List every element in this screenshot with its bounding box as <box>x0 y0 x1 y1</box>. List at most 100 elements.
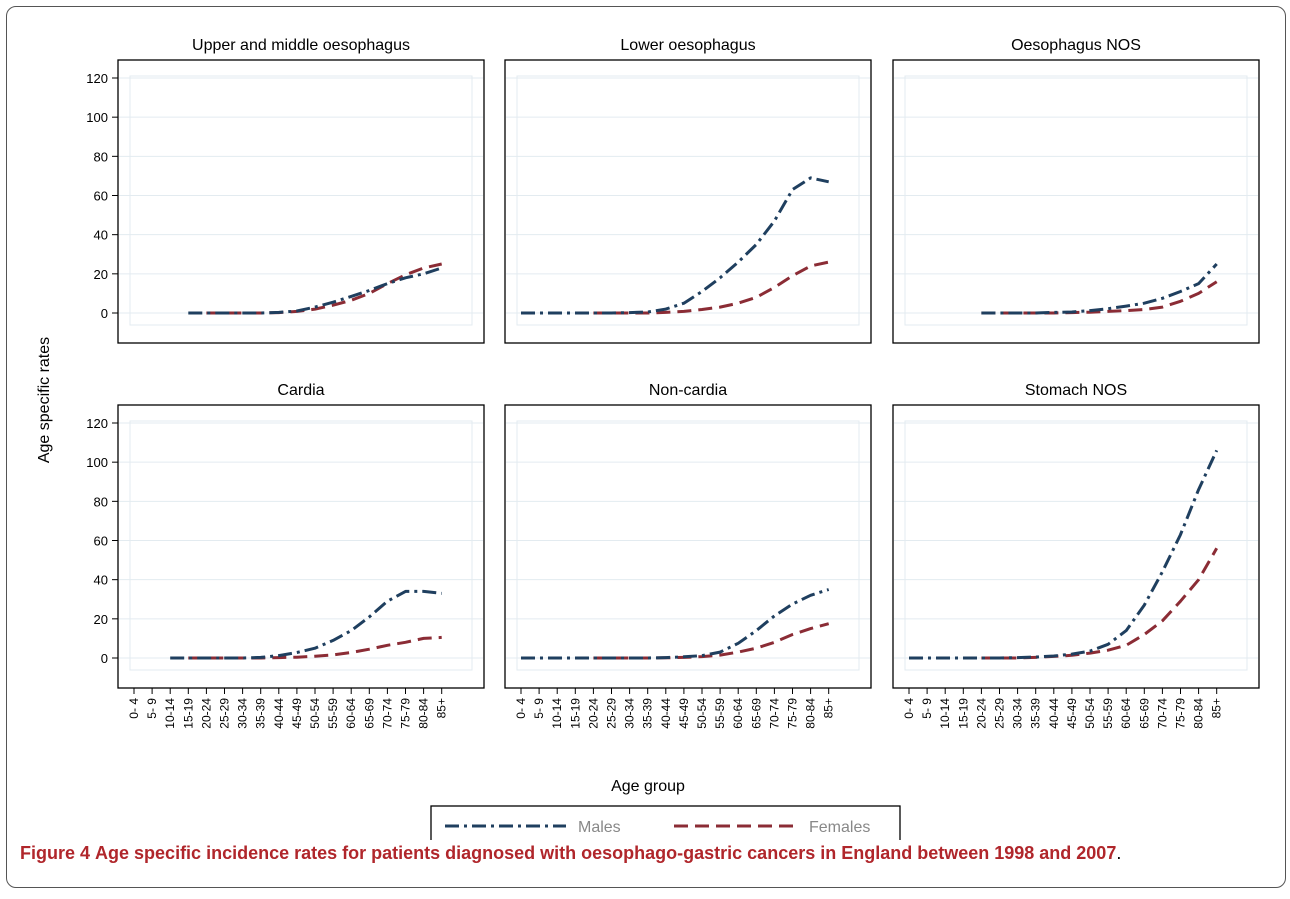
y-tick-label: 120 <box>86 71 108 86</box>
x-tick-label: 70-74 <box>767 698 781 729</box>
x-tick-label: 15-19 <box>956 698 970 729</box>
series-line-males <box>521 176 830 315</box>
panel-5: Stomach NOS 0- 4 5- 9 10-14 15-19 20-24 25-29 3… <box>892 382 1260 729</box>
panel-title: Upper and middle oesophagus <box>192 37 410 54</box>
x-tick-label: 30-34 <box>623 698 637 729</box>
x-tick-label: 20-24 <box>586 698 600 729</box>
panel-0: Upper and middle oesophagus 0 20 40 60 80 100 1… <box>86 37 485 344</box>
x-tick-label: 40-44 <box>272 698 286 729</box>
x-tick-label: 50-54 <box>1083 698 1097 729</box>
legend-label-females: Females <box>809 819 870 836</box>
x-tick-label: 80-84 <box>804 698 818 729</box>
x-tick-label: 10-14 <box>938 698 952 729</box>
series-line-females <box>981 547 1218 660</box>
x-tick-label: 80-84 <box>417 698 431 729</box>
x-tick-label: 0- 4 <box>127 698 141 719</box>
x-tick-label: 40-44 <box>659 698 673 729</box>
y-tick-label: 60 <box>94 189 108 204</box>
x-tick-label: 15-19 <box>181 698 195 729</box>
series-line-males <box>909 449 1219 660</box>
x-tick-label: 75-79 <box>399 698 413 729</box>
x-tick-label: 60-64 <box>1119 698 1133 729</box>
x-tick-label: 35-39 <box>641 698 655 729</box>
x-tick-label: 20-24 <box>199 698 213 729</box>
series-line-males <box>981 262 1218 315</box>
panel-frame <box>892 404 1260 689</box>
x-tick-label: 45-49 <box>1065 698 1079 729</box>
x-tick-label: 30-34 <box>1011 698 1025 729</box>
x-tick-label: 70-74 <box>1155 698 1169 729</box>
x-tick-label: 55-59 <box>326 698 340 729</box>
y-tick-label: 40 <box>94 228 108 243</box>
x-tick-label: 55-59 <box>713 698 727 729</box>
plot-region <box>904 75 1248 326</box>
x-tick-label: 85+ <box>1210 698 1224 718</box>
panel-1: Lower oesophagus <box>504 37 872 344</box>
y-tick-label: 120 <box>86 416 108 431</box>
y-tick-label: 80 <box>94 494 108 509</box>
plot-region <box>904 420 1248 671</box>
chart-figure: Upper and middle oesophagus 0 20 40 60 80 100 1… <box>36 37 1260 840</box>
panel-frame <box>117 404 485 689</box>
x-tick-label: 25-29 <box>218 698 232 729</box>
panel-frame <box>892 59 1260 344</box>
legend: Males Females <box>430 805 901 840</box>
panel-title: Non-cardia <box>649 382 727 399</box>
y-axis-title: Age specific rates <box>36 337 53 463</box>
x-tick-label: 0- 4 <box>514 698 528 719</box>
y-tick-label: 60 <box>94 534 108 549</box>
x-tick-label: 5- 9 <box>532 698 546 719</box>
x-tick-label: 75-79 <box>786 698 800 729</box>
figure-caption: Figure 4 Age specific incidence rates fo… <box>20 843 1122 863</box>
plot-region <box>516 420 860 671</box>
x-tick-label: 65-69 <box>749 698 763 729</box>
panel-frame <box>117 59 485 344</box>
x-tick-label: 65-69 <box>362 698 376 729</box>
panel-title: Stomach NOS <box>1025 382 1127 399</box>
figure-caption-text: Age specific incidence rates for patient… <box>95 843 1117 863</box>
panel-2: Oesophagus NOS <box>892 37 1260 344</box>
x-tick-label: 60-64 <box>344 698 358 729</box>
legend-label-males: Males <box>578 819 621 836</box>
x-tick-label: 35-39 <box>1029 698 1043 729</box>
y-tick-label: 80 <box>94 149 108 164</box>
x-axis-title: Age group <box>611 778 685 795</box>
legend-box <box>430 805 901 840</box>
x-tick-label: 5- 9 <box>920 698 934 719</box>
panel-frame <box>504 59 872 344</box>
x-tick-label: 75-79 <box>1174 698 1188 729</box>
chart-panels: Upper and middle oesophagus 0 20 40 60 80 100 1… <box>86 37 1260 729</box>
x-tick-label: 25-29 <box>605 698 619 729</box>
x-tick-label: 85+ <box>435 698 449 718</box>
panel-title: Cardia <box>277 382 324 399</box>
panel-4: Non-cardia 0- 4 5- 9 10-14 15-19 20-24 25-29 30… <box>504 382 872 729</box>
x-tick-label: 35-39 <box>254 698 268 729</box>
x-tick-label: 55-59 <box>1101 698 1115 729</box>
series-line-males <box>188 266 443 315</box>
x-tick-label: 15-19 <box>568 698 582 729</box>
series-line-females <box>593 622 830 660</box>
x-tick-label: 25-29 <box>993 698 1007 729</box>
x-tick-label: 50-54 <box>308 698 322 729</box>
panel-frame <box>504 404 872 689</box>
panel-3: Cardia 0 20 40 60 80 100 120 0- 4 5- 9 10-14 15-19 2… <box>86 382 485 729</box>
x-tick-label: 50-54 <box>695 698 709 729</box>
series-line-females <box>981 280 1218 315</box>
y-tick-label: 20 <box>94 267 108 282</box>
x-tick-label: 45-49 <box>677 698 691 729</box>
x-tick-label: 10-14 <box>550 698 564 729</box>
y-tick-label: 100 <box>86 110 108 125</box>
x-tick-label: 5- 9 <box>145 698 159 719</box>
series-line-males <box>170 589 442 660</box>
figure-label: Figure 4 <box>20 843 91 863</box>
x-tick-label: 80-84 <box>1192 698 1206 729</box>
panel-title: Lower oesophagus <box>620 37 755 54</box>
plot-region <box>129 75 473 326</box>
series-line-females <box>593 260 830 315</box>
x-tick-label: 70-74 <box>380 698 394 729</box>
x-tick-label: 10-14 <box>163 698 177 729</box>
panel-title: Oesophagus NOS <box>1011 37 1141 54</box>
x-tick-label: 60-64 <box>731 698 745 729</box>
x-tick-label: 85+ <box>822 698 836 718</box>
x-tick-label: 65-69 <box>1137 698 1151 729</box>
